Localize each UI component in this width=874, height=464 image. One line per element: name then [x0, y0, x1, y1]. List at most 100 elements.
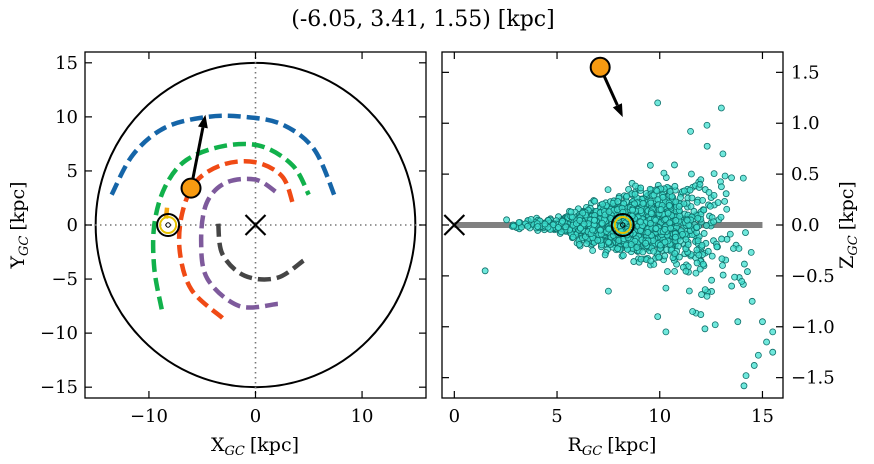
star-point [642, 239, 650, 247]
star-point [718, 255, 726, 263]
star-point [735, 245, 743, 252]
star-point [644, 229, 652, 236]
star-point [687, 127, 694, 135]
star-point [665, 202, 673, 209]
star-point [730, 245, 737, 252]
star-point [710, 191, 718, 199]
star-point [675, 253, 683, 261]
star-point [683, 216, 691, 224]
xy-plot-area [85, 52, 426, 398]
star-point [576, 217, 584, 224]
star-point [619, 251, 627, 259]
star-point [652, 216, 660, 224]
star-point [700, 206, 708, 214]
y-tick-label: 0.0 [791, 215, 820, 236]
star-point [722, 190, 730, 198]
star-point [671, 250, 679, 257]
object-marker [589, 56, 611, 78]
galactic-center-marker [443, 214, 466, 236]
sun-yellow-ring [613, 216, 632, 234]
star-point [562, 223, 570, 231]
star-point [629, 206, 636, 214]
star-point [589, 247, 597, 254]
star-point [711, 321, 719, 329]
x-tick-label: 5 [551, 406, 562, 427]
spiral-arm [215, 222, 305, 282]
y-tick-label: 0 [67, 215, 78, 236]
star-point [719, 150, 727, 158]
star-point [680, 187, 688, 195]
star-point [541, 220, 549, 228]
star-point [589, 226, 596, 234]
y-tick-label: 10 [55, 107, 78, 128]
star-point [717, 104, 725, 112]
sun-center-dot [165, 222, 171, 228]
star-point [672, 198, 680, 206]
y-tick-label: 1.0 [791, 113, 820, 134]
star-point [666, 187, 674, 195]
star-point [728, 282, 736, 290]
star-point [637, 255, 645, 263]
star-point [710, 170, 718, 177]
spiral-arm [150, 141, 311, 310]
star-point [694, 214, 702, 222]
x-tick-label: −10 [130, 406, 168, 427]
rz-ticks: 0 5 10 15 −1.5 −1.0 −0.5 0.0 0.5 1.0 1.5 [442, 52, 835, 427]
y-tick-label: −1.0 [791, 317, 835, 338]
star-point [719, 262, 726, 269]
star-point [713, 243, 721, 251]
star-point [698, 241, 706, 249]
star-point [567, 208, 575, 216]
star-point [575, 241, 583, 248]
y-tick-label: 15 [55, 53, 78, 74]
star-point [657, 206, 665, 213]
star-point [599, 200, 606, 208]
star-point [754, 351, 762, 359]
star-point [740, 260, 748, 268]
star-point [662, 328, 670, 336]
star-point [655, 253, 663, 261]
star-point [708, 252, 716, 260]
y-tick-label: −5 [51, 269, 78, 290]
star-point [659, 193, 667, 201]
rz-plot-area [443, 56, 777, 390]
galactic-center-marker [244, 214, 267, 236]
star-point [654, 313, 662, 320]
star-point [738, 277, 746, 285]
star-point [703, 292, 711, 300]
star-point [639, 248, 647, 256]
star-point [672, 233, 679, 241]
star-point [664, 209, 672, 217]
star-point [693, 246, 701, 254]
star-point [686, 186, 694, 194]
star-point [703, 121, 711, 129]
star-point [721, 172, 729, 180]
y-tick-label: −1.5 [791, 368, 835, 389]
star-point [759, 318, 766, 326]
star-point [692, 269, 700, 277]
star-point [569, 233, 577, 241]
star-point [703, 222, 710, 229]
star-point [583, 240, 591, 248]
star-point [647, 257, 655, 265]
star-point [747, 248, 755, 256]
x-tick-label: 10 [648, 406, 671, 427]
star-point [700, 230, 708, 237]
star-point [696, 180, 704, 188]
star-point [714, 199, 722, 206]
star-point [699, 260, 707, 268]
star-point [701, 286, 709, 294]
star-point [748, 297, 756, 305]
rz-panel: 0 5 10 15−1.5−1.0−0.50.00.51.01.5 RGC [kpc] … [441, 51, 861, 459]
star-point [590, 216, 598, 224]
star-point [647, 199, 655, 207]
star-point [696, 265, 704, 273]
y-tick-label: −15 [40, 377, 78, 398]
star-point [524, 222, 532, 230]
star-point [708, 276, 715, 284]
star-point [717, 183, 725, 191]
xy-y-axis-label: YGC[kpc] [7, 181, 32, 269]
star-point [648, 210, 655, 217]
star-point [769, 348, 777, 356]
